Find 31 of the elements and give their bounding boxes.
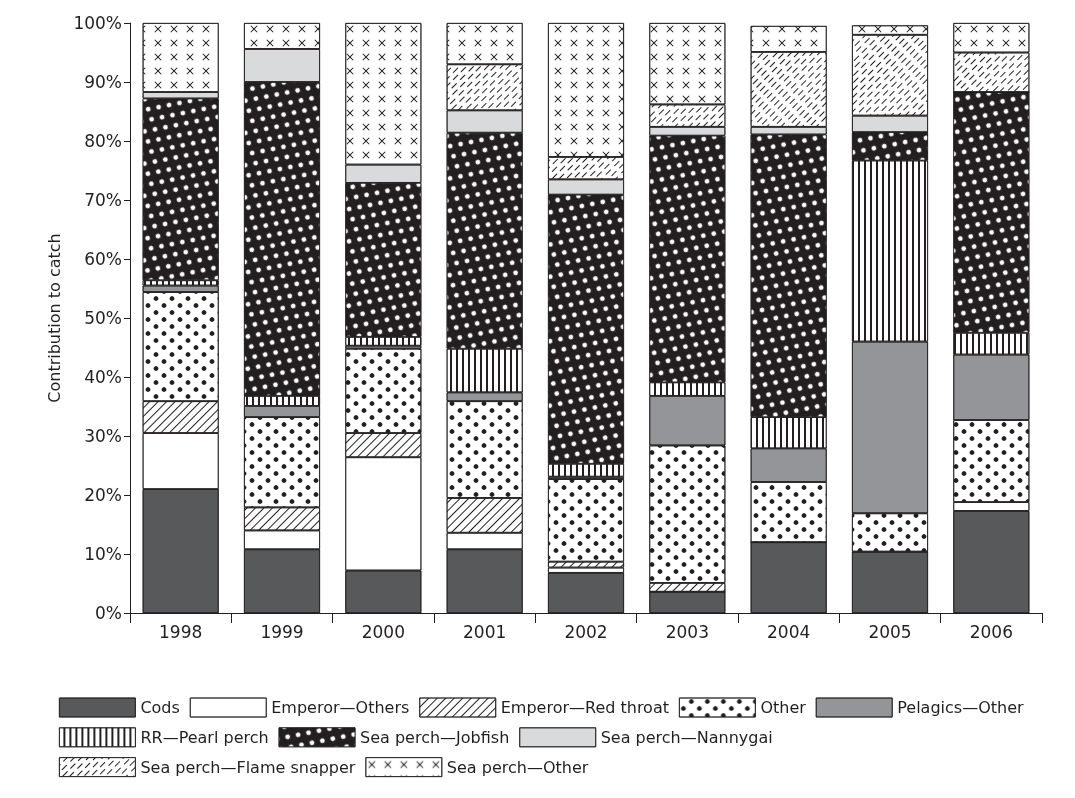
y-tick-label: 30% — [84, 426, 122, 446]
y-tick-label: 50% — [84, 308, 122, 328]
x-tick-label: 2002 — [564, 621, 608, 642]
legend-label: RR—Pearl perch — [140, 727, 269, 747]
legend-label: Emperor—Others — [271, 698, 410, 717]
y-tick-label: 10% — [84, 544, 122, 564]
legend-label: Emperor—Red throat — [500, 698, 669, 717]
y-tick-label: 60% — [84, 249, 122, 269]
x-tick-label: 2001 — [463, 621, 507, 642]
y-tick-label: 40% — [84, 367, 122, 387]
x-tick-label: 2006 — [969, 621, 1013, 642]
x-tick-label: 1999 — [260, 621, 304, 642]
y-tick-label: 0% — [95, 603, 122, 623]
legend-label: Sea perch—Nannygai — [600, 727, 773, 747]
legend-label: Pelagics—Other — [897, 698, 1024, 717]
y-tick-label: 70% — [84, 190, 122, 210]
y-tick-label: 90% — [84, 72, 122, 92]
legend-label: Sea perch—Other — [446, 757, 589, 777]
y-tick-label: 100% — [73, 13, 122, 33]
legend-label: Sea perch—Flame snapper — [140, 757, 356, 777]
x-tick-label: 2004 — [767, 621, 811, 642]
y-tick-label: 20% — [84, 485, 122, 505]
y-axis-title: Contribution to catch — [44, 233, 64, 403]
x-tick-label: 2003 — [665, 621, 709, 642]
y-tick-label: 80% — [84, 131, 122, 151]
x-tick-label: 1998 — [159, 621, 203, 642]
legend-label: Other — [760, 698, 807, 717]
legend-label: Cods — [140, 698, 180, 717]
x-tick-label: 2005 — [868, 621, 912, 642]
x-tick-label: 2000 — [361, 621, 405, 642]
legend-label: Sea perch—Jobfish — [360, 727, 510, 747]
